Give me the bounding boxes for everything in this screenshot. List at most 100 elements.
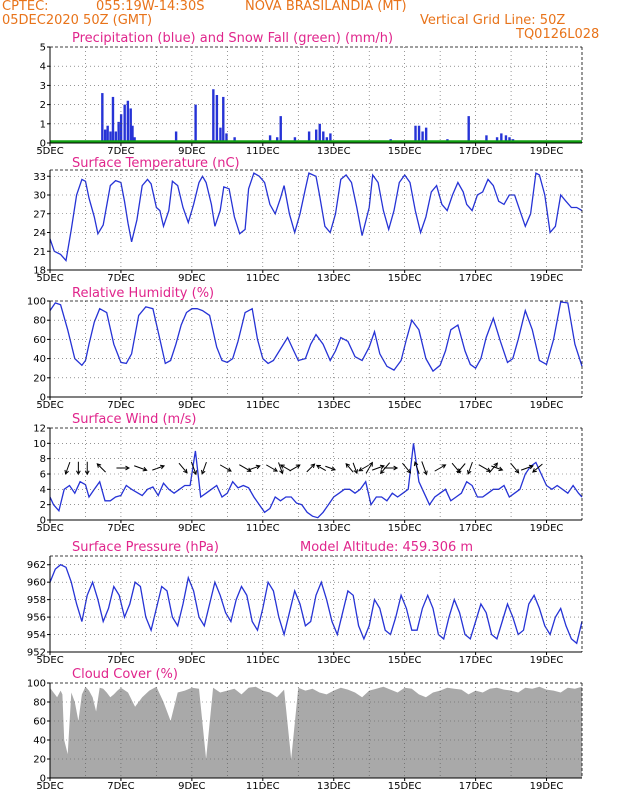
series-line-humidity-0 (49, 301, 583, 373)
precip-bar (467, 116, 470, 143)
y-tick-label-temperature: 24 (33, 228, 46, 239)
wind-arrow (532, 463, 543, 473)
precip-bar (119, 114, 123, 143)
x-tick-label-humidity: 13DEC (317, 400, 351, 411)
x-tick-label-pressure: 17DEC (459, 655, 493, 666)
wind-arrow (352, 462, 358, 475)
wind-arrow (413, 461, 420, 475)
header-source: CPTEC: (2, 0, 49, 14)
x-tick-label-temperature: 19DEC (530, 273, 564, 284)
y-tick-label-precip: 5 (40, 43, 46, 54)
wind-arrow (96, 463, 106, 473)
y-tick-label-wind: 8 (40, 454, 46, 465)
x-tick-label-wind: 5DEC (36, 523, 63, 534)
precip-bar (318, 123, 321, 143)
precip-bar (414, 125, 417, 143)
x-tick-label-temperature: 11DEC (246, 273, 280, 284)
x-tick-label-humidity: 9DEC (178, 400, 205, 411)
y-tick-label-pressure: 952 (27, 648, 46, 659)
y-tick-label-humidity: 100 (27, 297, 46, 308)
x-tick-label-humidity: 5DEC (36, 400, 63, 411)
cloud-cover-area (50, 686, 582, 778)
x-tick-label-cloud: 13DEC (317, 781, 351, 792)
y-tick-label-humidity: 80 (33, 316, 46, 327)
precip-bar (103, 129, 107, 143)
precip-bar (114, 131, 118, 143)
y-tick-label-humidity: 0 (40, 393, 46, 404)
header-coordinates: 055:19W-14:30S (96, 0, 205, 14)
precip-bar (485, 135, 488, 143)
wind-arrow (239, 464, 252, 472)
precip-bar (233, 137, 236, 143)
y-tick-label-wind: 4 (40, 485, 46, 496)
precip-bar (109, 131, 112, 143)
wind-arrow (383, 465, 399, 471)
precip-bar (133, 137, 136, 143)
x-tick-label-humidity: 19DEC (530, 400, 564, 411)
wind-arrow (402, 462, 412, 474)
wind-arrow (372, 464, 385, 471)
y-tick-label-pressure: 960 (27, 578, 46, 589)
wind-arrow (488, 462, 499, 474)
precip-bar (424, 127, 428, 143)
y-tick-label-temperature: 21 (33, 247, 46, 258)
x-tick-label-pressure: 13DEC (317, 655, 351, 666)
panel-pressure (47, 555, 583, 655)
x-tick-label-precip: 17DEC (459, 146, 493, 157)
y-tick-label-humidity: 20 (33, 373, 46, 384)
precip-bar (129, 108, 132, 143)
y-tick-label-wind: 12 (33, 424, 46, 435)
x-tick-label-wind: 7DEC (107, 523, 134, 534)
y-tick-label-cloud: 40 (33, 736, 46, 747)
precip-bar (504, 135, 508, 143)
wind-arrow (456, 463, 466, 474)
precip-bar (421, 131, 424, 143)
header-grid-line-label: Vertical Grid Line: 50Z (420, 13, 566, 28)
x-tick-label-precip: 19DEC (530, 146, 564, 157)
y-tick-label-temperature: 33 (33, 172, 46, 183)
x-tick-label-cloud: 17DEC (459, 781, 493, 792)
x-tick-label-cloud: 15DEC (388, 781, 422, 792)
precip-bar (508, 137, 511, 143)
x-tick-label-wind: 17DEC (459, 523, 493, 534)
x-tick-label-precip: 15DEC (388, 146, 422, 157)
x-tick-label-temperature: 7DEC (107, 273, 134, 284)
series-line-wind-0 (49, 443, 583, 519)
x-tick-label-wind: 9DEC (178, 523, 205, 534)
x-tick-label-cloud: 9DEC (178, 781, 205, 792)
y-tick-label-cloud: 100 (27, 679, 46, 690)
x-tick-label-temperature: 15DEC (388, 273, 422, 284)
precip-bar (293, 137, 297, 143)
y-tick-label-temperature: 18 (33, 266, 46, 277)
wind-arrow (345, 462, 354, 473)
y-tick-label-pressure: 954 (27, 630, 46, 641)
wind-arrow (315, 464, 327, 471)
precip-bar (495, 137, 499, 143)
y-tick-label-pressure: 962 (27, 560, 46, 571)
y-tick-label-precip: 2 (40, 100, 46, 111)
x-tick-label-cloud: 19DEC (530, 781, 564, 792)
y-tick-label-pressure: 958 (27, 595, 46, 606)
precip-bar (219, 127, 222, 143)
y-tick-label-humidity: 60 (33, 335, 46, 346)
wind-arrow (266, 464, 278, 472)
y-tick-label-wind: 2 (40, 500, 46, 511)
precip-bar (500, 133, 503, 143)
x-tick-label-cloud: 7DEC (107, 781, 134, 792)
x-tick-label-humidity: 15DEC (388, 400, 422, 411)
x-tick-label-precip: 9DEC (178, 146, 205, 157)
wind-arrow (116, 465, 130, 471)
x-tick-label-precip: 7DEC (107, 146, 134, 157)
wind-arrow (190, 461, 198, 476)
precip-bar (194, 104, 197, 143)
y-tick-label-precip: 1 (40, 119, 46, 130)
wind-arrow (279, 464, 292, 472)
x-tick-label-humidity: 7DEC (107, 400, 134, 411)
panel-title-pressure: Surface Pressure (hPa) (72, 540, 219, 555)
panel-precip (47, 46, 583, 146)
precip-bar (315, 129, 318, 143)
wind-arrow (84, 461, 90, 476)
x-tick-label-wind: 15DEC (388, 523, 422, 534)
y-tick-label-precip: 3 (40, 81, 46, 92)
x-tick-label-wind: 11DEC (246, 523, 280, 534)
